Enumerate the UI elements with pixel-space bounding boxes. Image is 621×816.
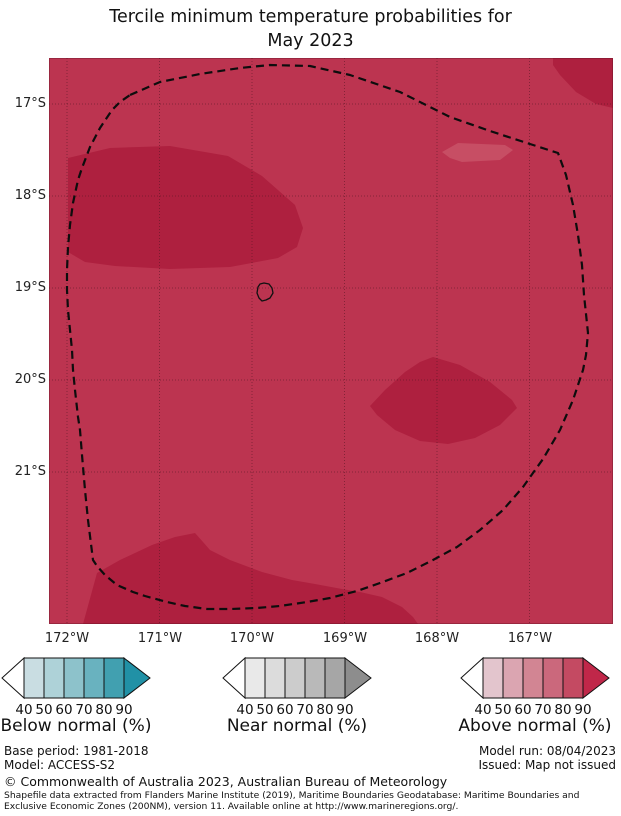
- lon-label-172w: 172°W: [44, 631, 90, 646]
- legend-segment: [103, 657, 125, 699]
- svg-text:40: 40: [236, 702, 253, 717]
- svg-text:60: 60: [514, 702, 531, 717]
- legend-segment: [63, 657, 85, 699]
- legend-near-colorbar: 40 50 60 70 80 90: [222, 656, 372, 718]
- legend-ticks: 40 50 60 70 80 90: [15, 702, 132, 718]
- legend-left-arrow-icon: [1, 656, 25, 700]
- legend-segment: [23, 657, 45, 699]
- legend-below-label: Below normal (%): [0, 716, 152, 736]
- map-canvas: [49, 58, 613, 624]
- shapefile-attribution-line2: Exclusive Economic Zones (200NM), versio…: [4, 801, 459, 812]
- eez-boundary-line: [65, 63, 590, 611]
- model-run-text: Model run: 08/04/2023: [478, 744, 616, 758]
- page-title: Tercile minimum temperature probabilitie…: [109, 7, 512, 27]
- legend-segment: [264, 657, 286, 699]
- svg-text:80: 80: [316, 702, 333, 717]
- svg-text:70: 70: [296, 702, 313, 717]
- legend-right-arrow-icon: [123, 656, 151, 700]
- lat-label-21s: 21°S: [14, 464, 46, 479]
- high-probability-region-southeast: [370, 357, 517, 444]
- legend-below-colorbar: 40 50 60 70 80 90: [1, 656, 151, 718]
- issued-text: Issued: Map not issued: [478, 758, 616, 772]
- legend-left-arrow-icon: [460, 656, 484, 700]
- svg-text:60: 60: [276, 702, 293, 717]
- lon-label-171w: 171°W: [137, 631, 183, 646]
- legend-right-arrow-icon: [582, 656, 610, 700]
- lower-probability-patch: [442, 143, 513, 162]
- high-probability-region-northeast-corner: [553, 58, 613, 108]
- niue-island-outline: [256, 282, 274, 302]
- legend-segment: [244, 657, 266, 699]
- graticule-gridlines: [49, 58, 613, 624]
- legend-segment: [284, 657, 306, 699]
- map-frame: [49, 58, 613, 624]
- svg-text:80: 80: [554, 702, 571, 717]
- svg-text:40: 40: [474, 702, 491, 717]
- svg-text:70: 70: [534, 702, 551, 717]
- legend-segment: [324, 657, 346, 699]
- high-probability-region-south: [83, 533, 418, 624]
- legend-segment: [482, 657, 504, 699]
- legend-segment: [43, 657, 65, 699]
- legend-segment: [542, 657, 564, 699]
- legend-left-arrow-icon: [222, 656, 246, 700]
- legend-right-arrow-icon: [344, 656, 372, 700]
- svg-text:90: 90: [336, 702, 353, 717]
- copyright-text: © Commonwealth of Australia 2023, Austra…: [4, 774, 448, 789]
- page-title-line2: May 2023: [267, 31, 354, 51]
- svg-text:80: 80: [95, 702, 112, 717]
- shapefile-attribution-line1: Shapefile data extracted from Flanders M…: [4, 790, 580, 801]
- svg-text:60: 60: [55, 702, 72, 717]
- legend-segment: [83, 657, 105, 699]
- legend-above-label: Above normal (%): [458, 716, 612, 736]
- legend-near-normal: 40 50 60 70 80 90: [221, 656, 381, 718]
- svg-text:50: 50: [35, 702, 52, 717]
- lon-label-168w: 168°W: [414, 631, 460, 646]
- legend-above-normal: 40 50 60 70 80 90: [459, 656, 619, 718]
- svg-text:70: 70: [75, 702, 92, 717]
- legend-below-normal: 40 50 60 70 80 90: [0, 656, 160, 718]
- svg-text:50: 50: [494, 702, 511, 717]
- high-probability-region-northwest: [68, 146, 303, 269]
- legend-above-colorbar: 40 50 60 70 80 90: [460, 656, 610, 718]
- model-text: Model: ACCESS-S2: [4, 758, 116, 772]
- lat-label-17s: 17°S: [14, 96, 46, 111]
- legend-segment: [502, 657, 524, 699]
- legend-segment: [304, 657, 326, 699]
- svg-text:50: 50: [256, 702, 273, 717]
- legend-near-label: Near normal (%): [226, 716, 368, 736]
- lat-label-18s: 18°S: [14, 188, 46, 203]
- svg-text:40: 40: [15, 702, 32, 717]
- legend-segment: [562, 657, 584, 699]
- legend-ticks: 40 50 60 70 80 90: [474, 702, 591, 718]
- lon-label-167w: 167°W: [507, 631, 553, 646]
- lon-label-169w: 169°W: [322, 631, 368, 646]
- probability-map: [49, 58, 613, 624]
- svg-text:90: 90: [115, 702, 132, 717]
- lat-label-19s: 19°S: [14, 280, 46, 295]
- lon-label-170w: 170°W: [229, 631, 275, 646]
- legend-ticks: 40 50 60 70 80 90: [236, 702, 353, 718]
- svg-text:90: 90: [574, 702, 591, 717]
- base-period-text: Base period: 1981-2018: [4, 744, 149, 758]
- legend-segment: [522, 657, 544, 699]
- lat-label-20s: 20°S: [14, 372, 46, 387]
